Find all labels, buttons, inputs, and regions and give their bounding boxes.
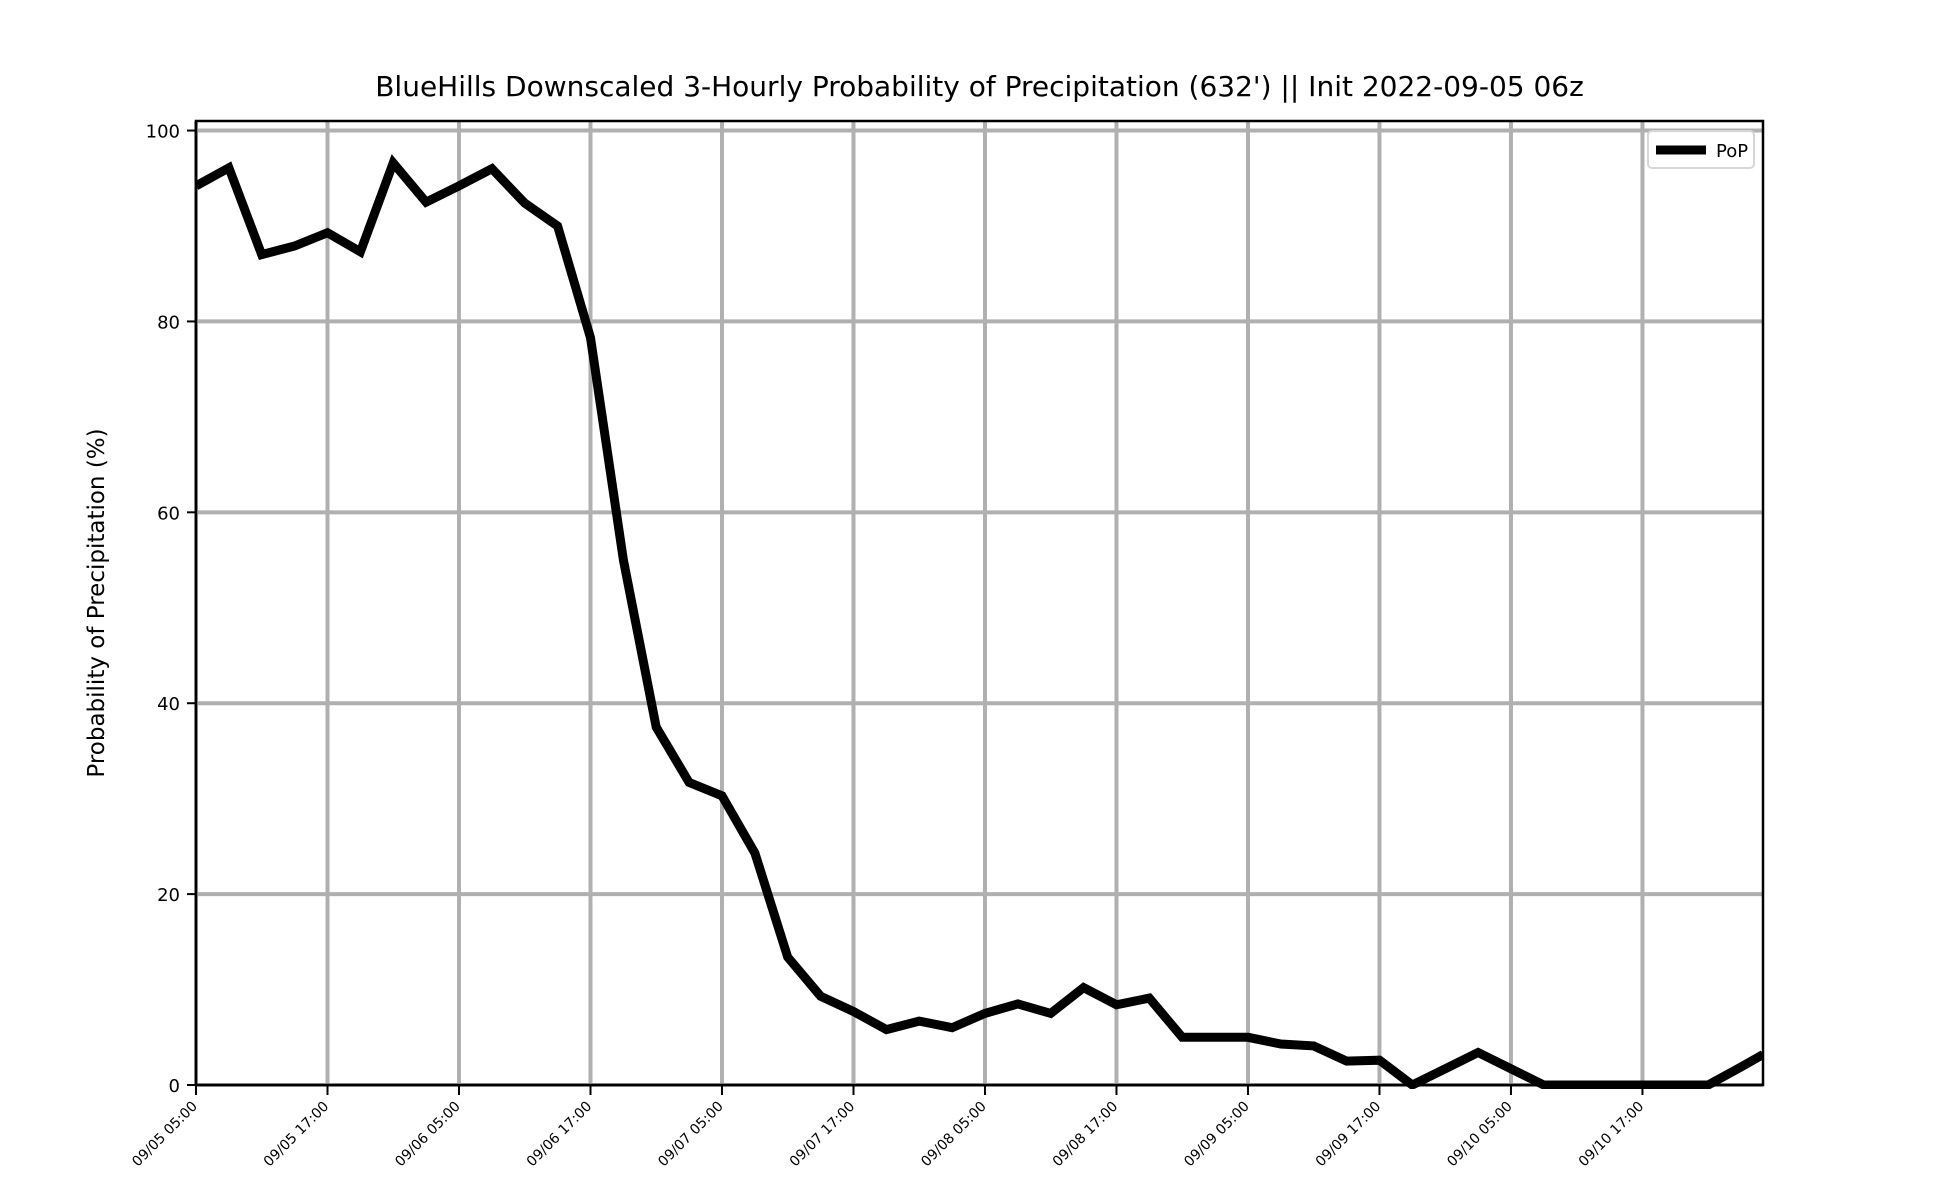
y-tick-label: 100 — [146, 122, 180, 143]
series-layer — [196, 154, 1763, 1089]
y-tick-label: 60 — [157, 503, 180, 524]
series-line-pop — [196, 154, 1763, 1089]
y-tick-label: 40 — [157, 694, 180, 715]
y-tick-label: 0 — [169, 1076, 180, 1097]
legend-label: PoP — [1716, 141, 1748, 162]
chart-title: BlueHills Downscaled 3-Hourly Probabilit… — [375, 70, 1584, 103]
legend: PoP — [1647, 130, 1755, 169]
y-axis-label: Probability of Precipitation (%) — [84, 428, 110, 777]
grid — [194, 121, 1763, 1087]
y-tick-label: 20 — [157, 885, 180, 906]
y-axis: 0 20 40 60 80 100 — [146, 122, 196, 1097]
y-tick-label: 80 — [157, 312, 180, 333]
plot-frame — [194, 119, 1765, 1087]
